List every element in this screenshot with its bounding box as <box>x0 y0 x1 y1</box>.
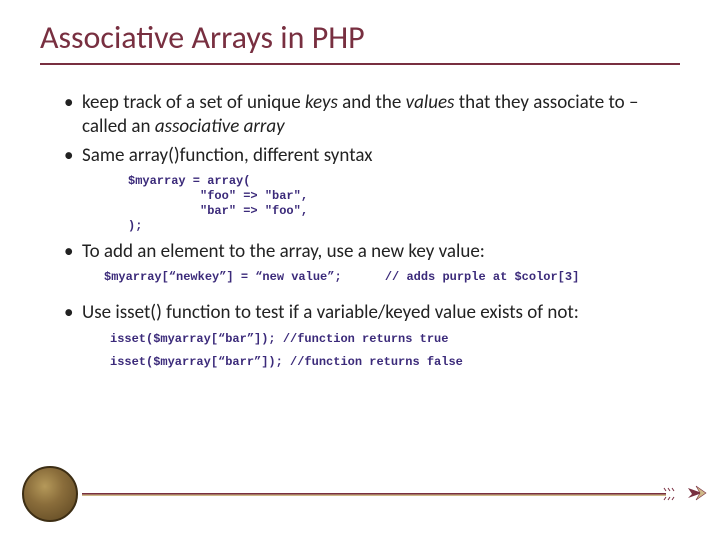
slide-title: Associative Arrays in PHP <box>40 18 680 57</box>
code-line-isset-false: isset($myarray[“barr”]); //function retu… <box>110 353 680 372</box>
spear-icon <box>658 478 708 508</box>
bullet-3: To add an element to the array, use a ne… <box>64 240 680 264</box>
slide-footer <box>0 462 720 522</box>
code-block-array-def: $myarray = array( "foo" => "bar", "bar" … <box>128 174 680 234</box>
bullet-list-3: Use isset() function to test if a variab… <box>40 301 680 325</box>
bullet-1-text-2: and the <box>338 91 406 114</box>
bullet-list-2: To add an element to the array, use a ne… <box>40 240 680 264</box>
bullet-list: keep track of a set of unique keys and t… <box>40 91 680 168</box>
bullet-2: Same array()function, different syntax <box>64 144 680 168</box>
title-underline <box>40 63 680 65</box>
bullet-1-keys: keys <box>305 91 338 114</box>
code-line-add: $myarray[“newkey”] = “new value”; // add… <box>104 270 680 285</box>
fsu-seal-icon <box>22 466 78 522</box>
footer-divider <box>82 493 666 496</box>
bullet-1: keep track of a set of unique keys and t… <box>64 91 680 140</box>
bullet-4: Use isset() function to test if a variab… <box>64 301 680 325</box>
bullet-1-text-1: keep track of a set of unique <box>82 91 305 114</box>
slide-container: Associative Arrays in PHP keep track of … <box>0 0 720 372</box>
bullet-1-assoc: associative array <box>155 115 285 138</box>
bullet-1-values: values <box>406 91 455 114</box>
spacer <box>40 293 680 301</box>
code-line-isset-true: isset($myarray[“bar”]); //function retur… <box>110 330 680 349</box>
